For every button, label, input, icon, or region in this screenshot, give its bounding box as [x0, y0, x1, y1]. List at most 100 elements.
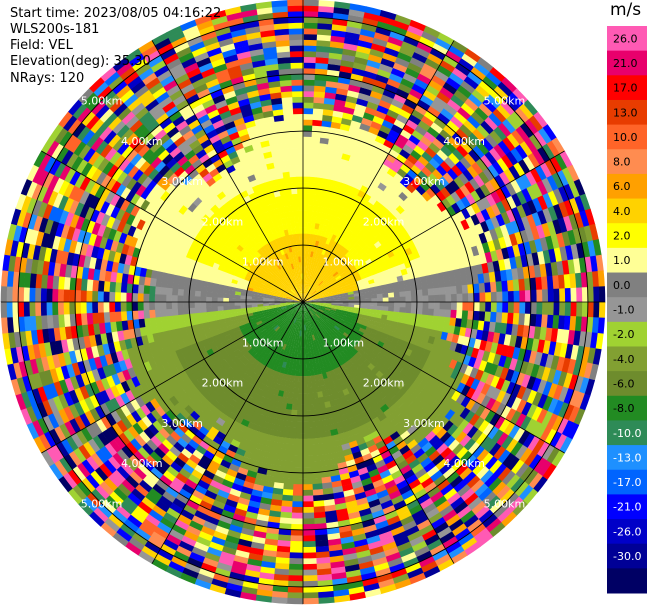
- velocity-gate: [362, 254, 371, 262]
- velocity-gate: [467, 71, 484, 86]
- velocity-gate: [326, 264, 332, 272]
- velocity-gate: [343, 278, 351, 284]
- velocity-gate: [328, 52, 344, 61]
- velocity-gate: [334, 285, 341, 290]
- velocity-gate: [446, 423, 459, 437]
- velocity-gate: [329, 173, 338, 181]
- velocity-gate: [317, 241, 323, 248]
- velocity-gate: [439, 287, 446, 296]
- velocity-gate: [313, 199, 320, 207]
- velocity-gate: [503, 258, 512, 271]
- velocity-gate: [349, 320, 357, 326]
- velocity-gate: [429, 329, 438, 338]
- velocity-gate: [457, 419, 470, 432]
- velocity-gate: [302, 438, 311, 445]
- velocity-gate: [450, 94, 466, 108]
- velocity-gate: [329, 227, 336, 235]
- velocity-gate: [552, 188, 565, 205]
- velocity-gate: [357, 128, 369, 138]
- velocity-gate: [319, 189, 328, 197]
- velocity-gate: [313, 102, 325, 110]
- velocity-gate: [362, 142, 374, 152]
- velocity-gate: [328, 275, 335, 281]
- velocity-gate: [356, 158, 367, 167]
- velocity-gate: [370, 328, 378, 335]
- velocity-gate: [436, 91, 452, 105]
- velocity-gate: [303, 39, 318, 46]
- velocity-gate: [376, 289, 383, 295]
- velocity-gate: [351, 338, 359, 346]
- velocity-gate: [427, 385, 438, 397]
- velocity-gate: [437, 112, 451, 126]
- velocity-gate: [318, 148, 328, 156]
- velocity-gate: [348, 306, 355, 311]
- velocity-gate: [454, 463, 469, 477]
- velocity-gate: [329, 46, 344, 55]
- velocity-gate: [455, 187, 467, 201]
- velocity-gate: [521, 216, 532, 231]
- velocity-gate: [332, 186, 341, 194]
- velocity-gate: [499, 488, 515, 505]
- velocity-gate: [478, 282, 486, 294]
- velocity-gate: [401, 406, 412, 417]
- velocity-gate: [479, 183, 492, 198]
- velocity-gate: [323, 269, 329, 276]
- velocity-gate: [364, 106, 378, 117]
- velocity-gate: [546, 140, 561, 158]
- velocity-gate: [407, 25, 425, 37]
- velocity-gate: [396, 257, 405, 266]
- velocity-gate: [399, 291, 406, 298]
- velocity-gate: [313, 306, 320, 310]
- velocity-gate: [436, 222, 446, 233]
- velocity-gate: [126, 292, 133, 302]
- velocity-gate: [319, 218, 326, 225]
- velocity-gate: [470, 213, 481, 227]
- velocity-gate: [444, 140, 457, 154]
- velocity-gate: [382, 293, 389, 299]
- velocity-gate: [334, 314, 341, 319]
- velocity-gate: [535, 314, 543, 328]
- velocity-gate: [450, 390, 462, 402]
- velocity-gate: [353, 361, 361, 369]
- velocity-gate: [510, 147, 524, 164]
- velocity-gate: [540, 314, 548, 329]
- velocity-gate: [418, 36, 436, 49]
- velocity-gate: [332, 327, 339, 333]
- velocity-gate: [588, 363, 599, 382]
- velocity-gate: [313, 294, 320, 298]
- velocity-gate: [325, 296, 332, 299]
- velocity-gate: [590, 255, 599, 273]
- velocity-gate: [325, 297, 332, 300]
- velocity-gate: [365, 339, 373, 346]
- velocity-gate: [547, 383, 558, 399]
- velocity-gate: [465, 376, 476, 389]
- velocity-gate: [332, 317, 339, 323]
- velocity-gate: [500, 269, 508, 282]
- velocity-gate: [439, 59, 456, 74]
- velocity-gate: [528, 265, 536, 279]
- velocity-gate: [527, 435, 541, 452]
- velocity-gate: [319, 304, 326, 307]
- velocity-gate: [183, 307, 190, 315]
- velocity-gate: [566, 358, 577, 376]
- velocity-gate: [396, 168, 408, 179]
- velocity-gate: [402, 187, 413, 198]
- velocity-gate: [482, 98, 498, 114]
- velocity-gate: [500, 405, 512, 420]
- velocity-gate: [211, 296, 218, 302]
- velocity-gate: [369, 48, 385, 59]
- velocity-gate: [371, 178, 382, 188]
- velocity-gate: [414, 46, 431, 59]
- velocity-gate: [439, 302, 446, 310]
- velocity-gate: [355, 333, 363, 340]
- velocity-gate: [490, 190, 502, 205]
- velocity-gate: [472, 128, 486, 143]
- velocity-gate: [131, 292, 138, 302]
- velocity-gate: [378, 63, 394, 74]
- velocity-gate: [313, 91, 326, 99]
- velocity-gate: [542, 381, 553, 397]
- velocity-gate: [440, 145, 453, 158]
- velocity-gate: [414, 160, 426, 172]
- velocity-gate: [403, 197, 414, 208]
- velocity-gate: [372, 37, 389, 48]
